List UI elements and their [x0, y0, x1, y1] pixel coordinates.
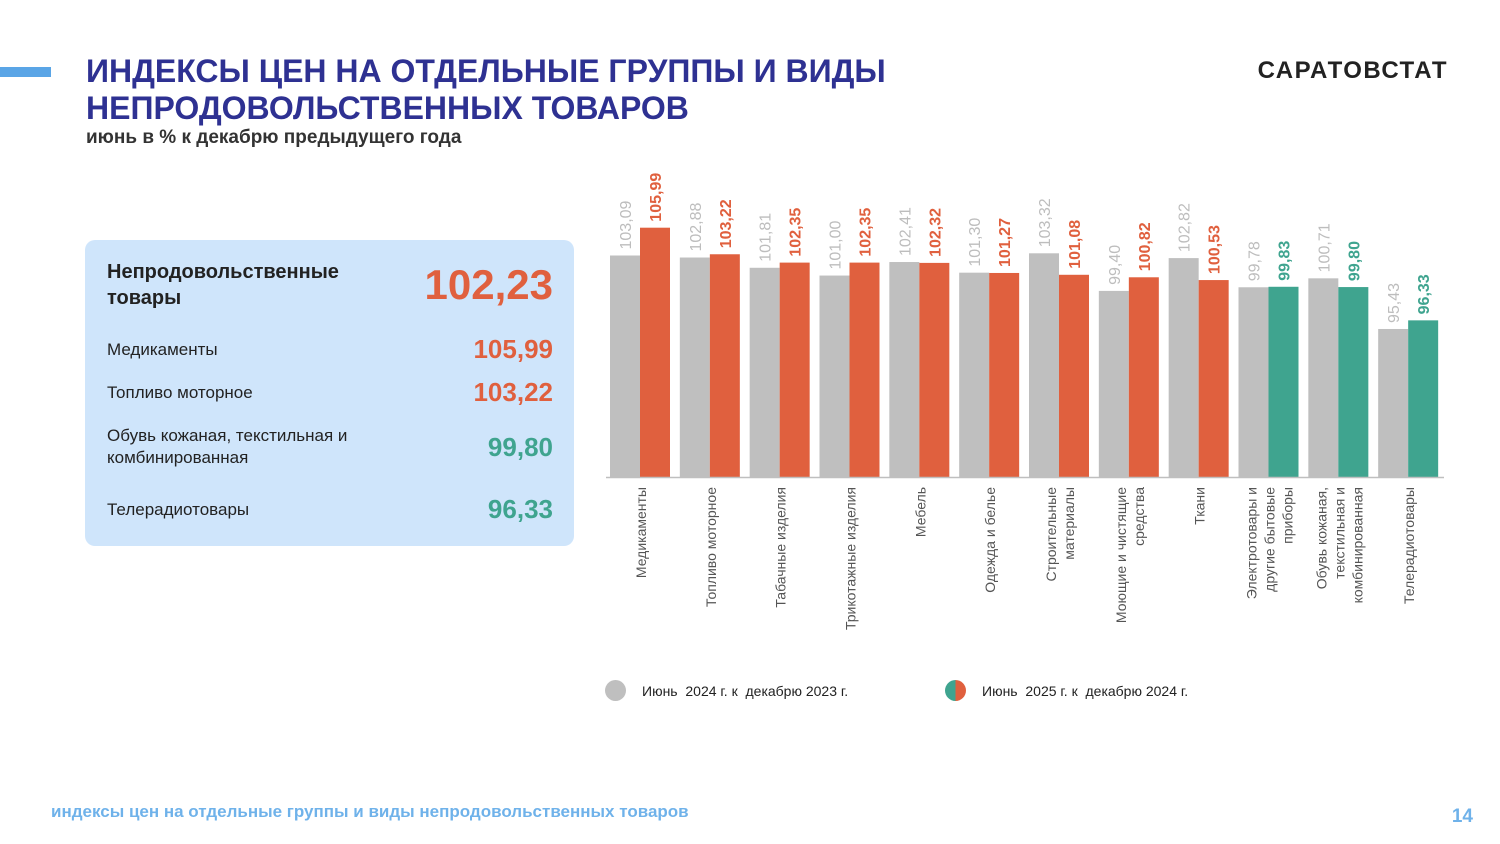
data-label-2025: 102,35: [788, 208, 805, 257]
category-label: Моющие и чистящие средства: [1113, 487, 1147, 623]
data-label-2025: 101,08: [1067, 220, 1084, 269]
data-label-2024: 99,78: [1247, 241, 1264, 281]
category-label-line: Ткани: [1192, 487, 1208, 525]
data-label-2024: 99,40: [1107, 245, 1124, 285]
bar-2025: [640, 228, 670, 477]
category-label-line: Табачные изделия: [773, 487, 789, 608]
category-label: Медикаменты: [633, 487, 649, 578]
legend-item-2025: Июнь 2025 г. к декабрю 2024 г.: [945, 680, 1188, 701]
category-label-line: Топливо моторное: [703, 487, 719, 607]
category-label-line: Трикотажные изделия: [842, 487, 858, 630]
category-label-line: Мебель: [912, 487, 928, 537]
data-label-2025: 100,53: [1207, 225, 1224, 274]
bar-2024: [750, 268, 780, 477]
legend-item-2024: Июнь 2024 г. к декабрю 2023 г.: [605, 680, 848, 701]
data-label-2024: 101,81: [758, 213, 775, 262]
category-label: Телерадиотовары: [1401, 487, 1417, 604]
category-label-line: Обувь кожаная,: [1313, 487, 1329, 589]
category-label-line: Одежда и белье: [982, 487, 998, 593]
data-label-2025: 105,99: [648, 173, 665, 222]
category-label-line: материалы: [1061, 487, 1077, 560]
bar-2025: [1269, 287, 1299, 477]
bar-2025: [780, 263, 810, 477]
bar-2024: [680, 258, 710, 477]
bar-2024: [1099, 291, 1129, 477]
category-label-line: текстильная и: [1331, 487, 1347, 579]
data-label-2024: 103,09: [618, 200, 635, 249]
footer-text: индексы цен на отдельные группы и виды н…: [51, 802, 689, 822]
data-label-2025: 100,82: [1137, 222, 1154, 271]
bar-2024: [1239, 287, 1269, 477]
bar-2024: [610, 256, 640, 477]
bar-2025: [1199, 280, 1229, 477]
data-label-2024: 95,43: [1386, 283, 1403, 323]
bar-2025: [1059, 275, 1089, 477]
data-label-2025: 102,32: [927, 208, 944, 257]
data-label-2024: 103,32: [1037, 198, 1054, 247]
category-label-line: Строительные: [1043, 487, 1059, 582]
data-label-2025: 99,80: [1346, 241, 1363, 281]
legend-label: Июнь 2025 г. к декабрю 2024 г.: [982, 683, 1188, 699]
data-label-2025: 99,83: [1277, 241, 1294, 281]
legend-swatch-gray: [605, 680, 626, 701]
page-number: 14: [1452, 806, 1473, 828]
category-label-line: Моющие и чистящие: [1113, 487, 1129, 623]
category-label: Электротовары и другие бытовые приборы: [1243, 487, 1295, 599]
category-label: Трикотажные изделия: [842, 487, 858, 630]
bar-2025: [989, 273, 1019, 477]
data-label-2024: 102,41: [897, 207, 914, 256]
category-label: Топливо моторное: [703, 487, 719, 607]
category-label-line: комбинированная: [1349, 487, 1365, 603]
data-label-2025: 102,35: [858, 208, 875, 257]
legend-label: Июнь 2024 г. к декабрю 2023 г.: [642, 683, 848, 699]
data-label-2024: 102,88: [688, 202, 705, 251]
data-label-2025: 96,33: [1416, 274, 1433, 314]
category-label: Табачные изделия: [773, 487, 789, 608]
data-label-2025: 103,22: [718, 199, 735, 248]
bar-2024: [889, 262, 919, 477]
category-label: Обувь кожаная, текстильная и комбинированн…: [1313, 487, 1365, 603]
category-label: Строительные материалы: [1043, 487, 1077, 582]
category-label: Мебель: [912, 487, 928, 537]
bar-2024: [1378, 329, 1408, 477]
category-label: Одежда и белье: [982, 487, 998, 593]
data-label-2024: 101,00: [828, 221, 845, 270]
bar-2024: [959, 273, 989, 477]
category-label: Ткани: [1192, 487, 1208, 525]
data-label-2025: 101,27: [997, 218, 1014, 267]
category-label-line: средства: [1131, 487, 1147, 546]
bar-2024: [1029, 253, 1059, 477]
bar-2024: [820, 276, 850, 477]
category-label-line: Телерадиотовары: [1401, 487, 1417, 604]
bar-2025: [1408, 320, 1438, 477]
bar-2025: [1338, 287, 1368, 477]
category-label-line: Медикаменты: [633, 487, 649, 578]
category-label-line: другие бытовые: [1261, 487, 1277, 592]
bar-chart: 103,09 105,99 Медикаменты 102,88 103,22 Топли…: [0, 0, 1500, 844]
category-label-line: Электротовары и: [1243, 487, 1259, 599]
data-label-2024: 100,71: [1316, 223, 1333, 272]
bar-2025: [1129, 277, 1159, 477]
legend-swatch-mixed: [945, 680, 966, 701]
bar-2025: [710, 254, 740, 477]
bar-2025: [850, 263, 880, 477]
data-label-2024: 101,30: [967, 218, 984, 267]
bar-2025: [919, 263, 949, 477]
data-label-2024: 102,82: [1177, 203, 1194, 252]
bar-2024: [1308, 278, 1338, 477]
bar-2024: [1169, 258, 1199, 477]
category-label-line: приборы: [1279, 487, 1295, 544]
